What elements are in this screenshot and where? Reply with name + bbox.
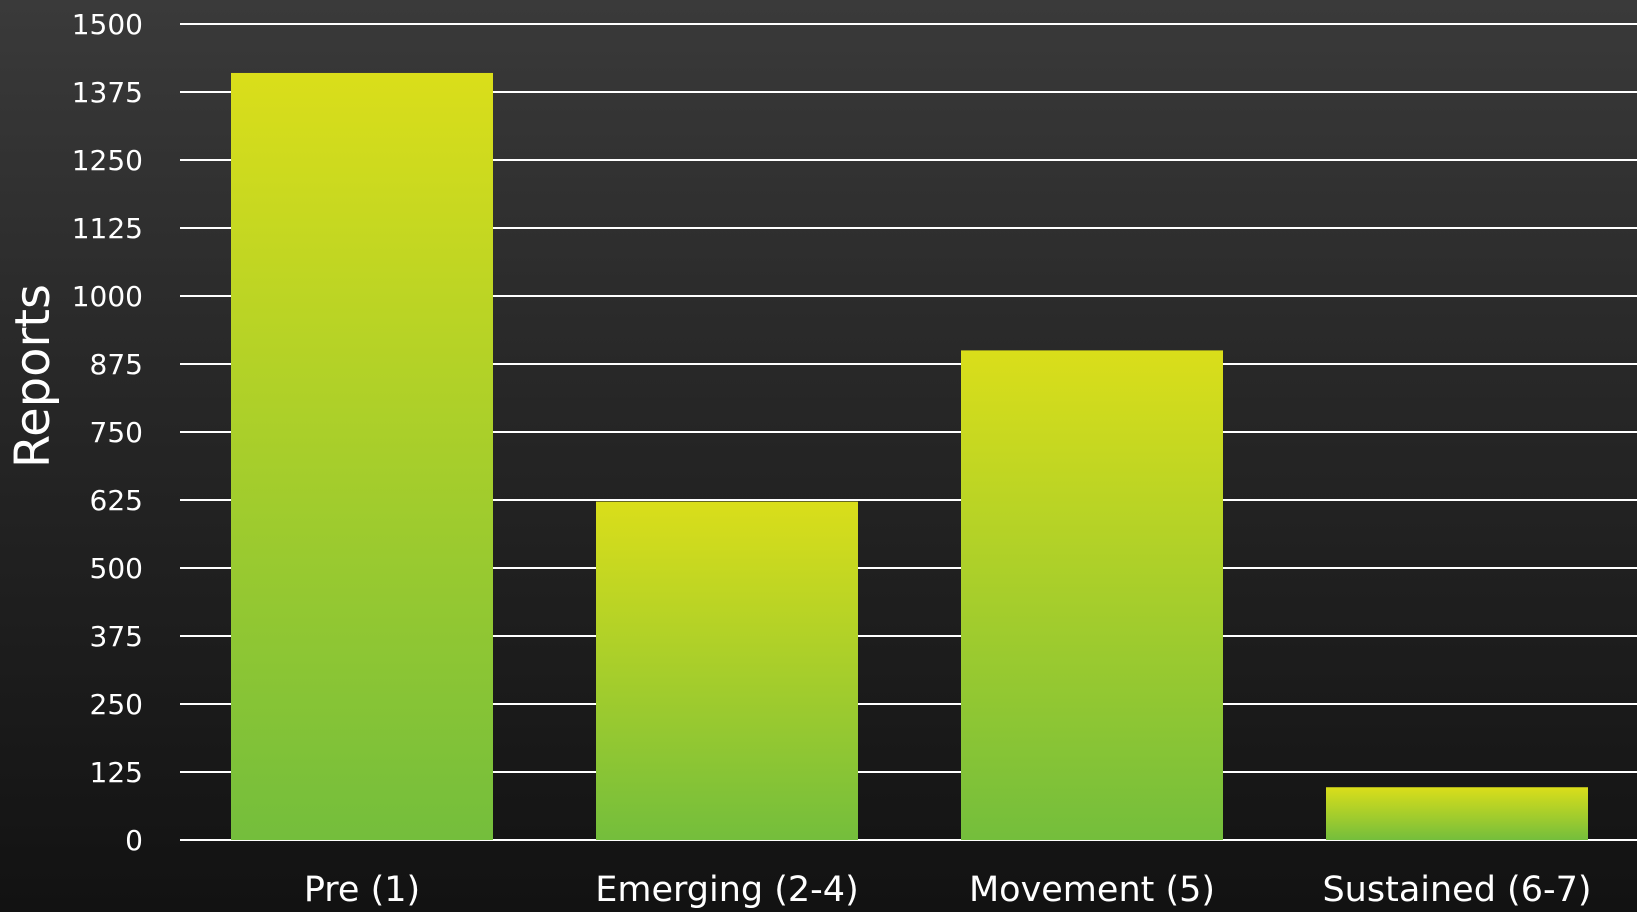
y-tick-label: 1125 (72, 212, 143, 245)
y-tick-label: 1375 (72, 76, 143, 109)
x-category-label: Emerging (2-4) (595, 870, 858, 910)
y-tick-label: 625 (90, 484, 143, 517)
y-tick-label: 375 (90, 620, 143, 653)
x-axis-categories: Pre (1) Emerging (2-4) Movement (5) Sustain… (304, 870, 1592, 910)
y-tick-label: 875 (90, 348, 143, 381)
bar (961, 350, 1223, 840)
y-tick-label: 1250 (72, 144, 143, 177)
x-category-label: Sustained (6-7) (1322, 870, 1591, 910)
y-tick-label: 250 (90, 688, 143, 721)
x-category-label: Movement (5) (969, 870, 1215, 910)
y-tick-label: 0 (125, 824, 143, 857)
y-tick-label: 1500 (72, 8, 143, 41)
x-category-label: Pre (1) (304, 870, 420, 910)
y-tick-label: 1000 (72, 280, 143, 313)
y-tick-label: 125 (90, 756, 143, 789)
bars (231, 72, 1588, 840)
y-axis-ticks: 0 125 250 375 500 625 750 875 1000 1125 1250 1375 15… (72, 8, 143, 857)
bar (1326, 787, 1588, 840)
y-tick-label: 750 (90, 416, 143, 449)
y-axis-title: Reports (5, 284, 61, 468)
y-tick-label: 500 (90, 552, 143, 585)
bar (596, 501, 858, 840)
bar (231, 72, 493, 840)
